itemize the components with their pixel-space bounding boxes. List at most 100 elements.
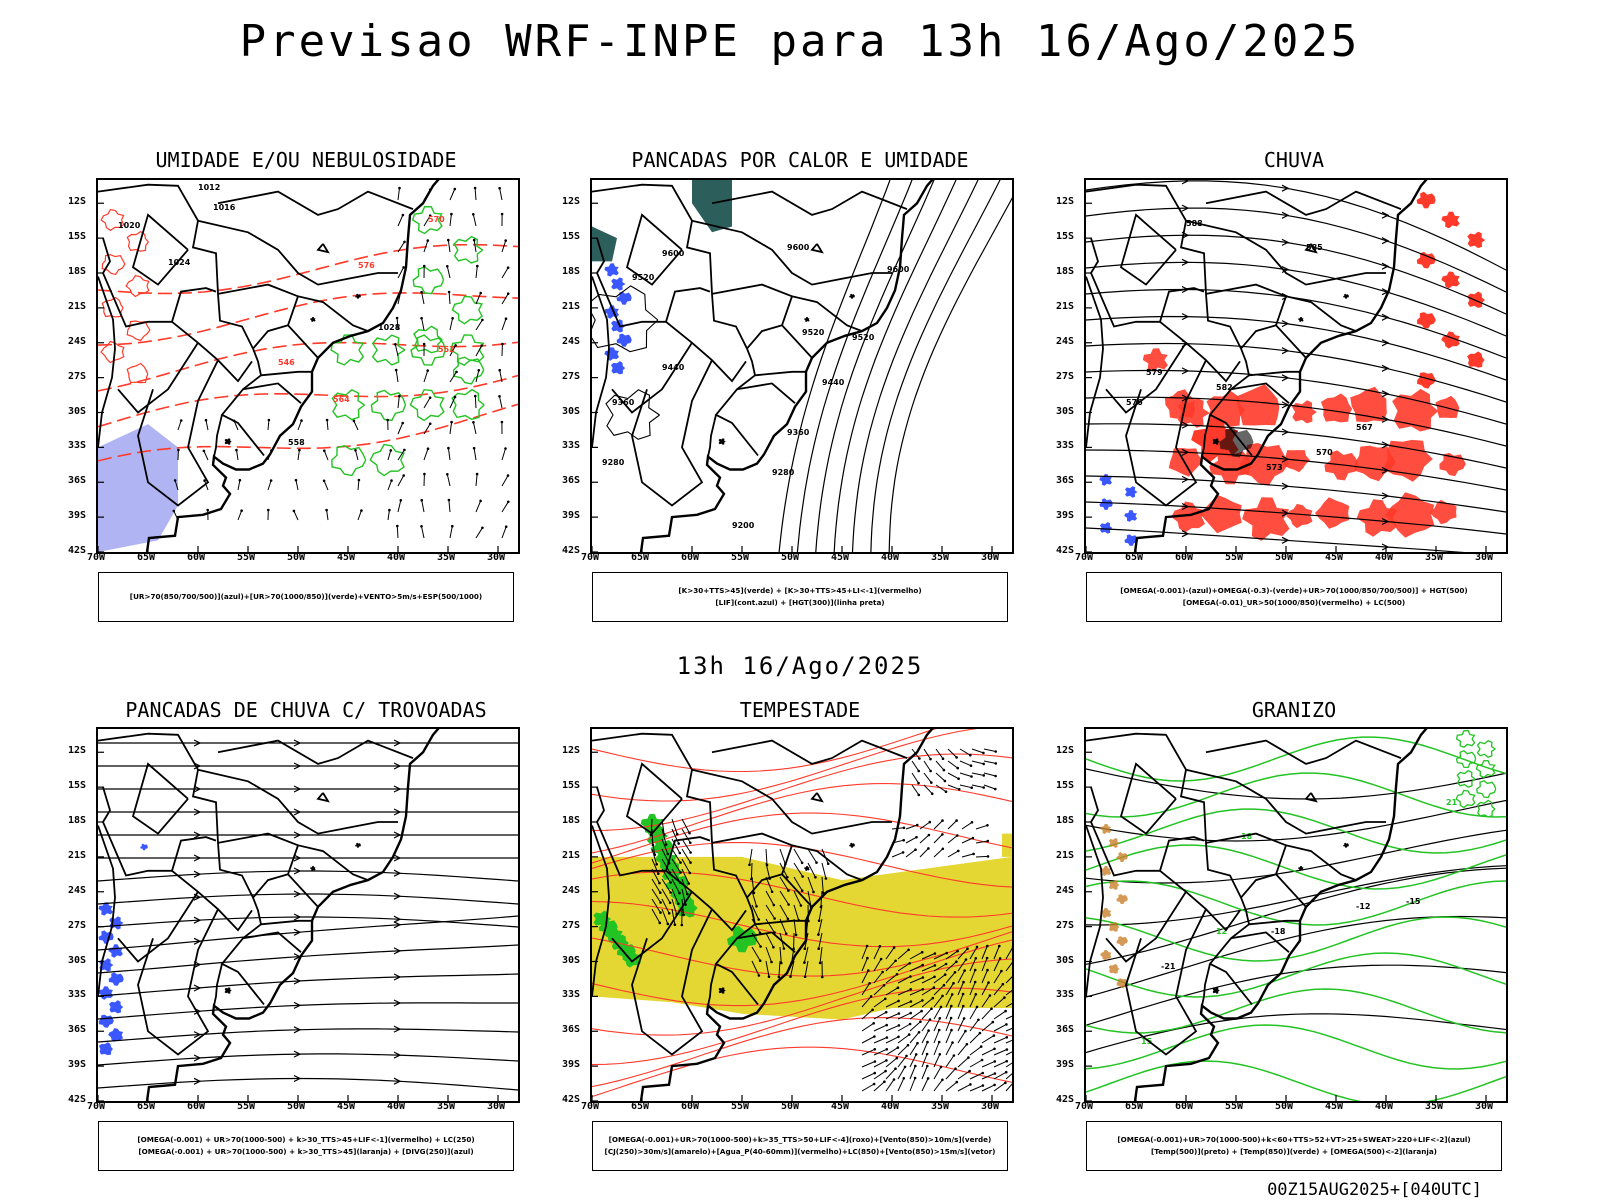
wind-vector-head <box>938 1017 942 1020</box>
wind-vector <box>891 851 904 858</box>
rain-area <box>1417 312 1436 329</box>
latitude-tick-label: 36S <box>1056 1024 1075 1036</box>
wind-vector <box>293 510 299 521</box>
thickness-contour <box>101 296 124 318</box>
forecast-time-subtitle: 13h 16/Ago/2025 <box>676 652 924 680</box>
pressure-label: 552 <box>438 345 455 354</box>
map-panel <box>590 727 1014 1103</box>
wind-vector <box>203 450 209 461</box>
temp-500-contour <box>1086 768 1506 800</box>
humidity-contour <box>451 295 483 325</box>
streamline-arrow <box>1281 238 1290 246</box>
wind-vector <box>933 974 946 984</box>
wind-vector-head <box>498 186 501 190</box>
latitude-tick-label: 27S <box>68 370 87 382</box>
lifted-index-area <box>604 263 619 277</box>
streamline-arrow <box>393 831 402 839</box>
wind-vector-head <box>901 851 905 854</box>
latitude-tick-label: 18S <box>562 266 581 277</box>
wind-vector-head <box>422 342 426 346</box>
wind-vector <box>921 964 936 972</box>
wind-vector <box>474 187 477 201</box>
streamline-850 <box>592 931 1012 977</box>
map-panel: 588 585 582 579 576 573 570 567 <box>1084 178 1508 554</box>
wind-vector-head <box>897 1012 901 1015</box>
latitude-tick-label: 15S <box>68 780 87 792</box>
wind-vector-head <box>394 343 397 346</box>
legend-line: [CJ(250)>30m/s](amarelo)+[Agua_P(40-60mm… <box>604 1147 996 1156</box>
wind-vector-head <box>979 1045 983 1048</box>
wind-vector <box>661 898 670 914</box>
wind-vector-head <box>472 213 475 216</box>
thickness-contour <box>101 254 126 276</box>
wind-vector <box>923 772 932 783</box>
omega-500-area <box>1100 907 1112 919</box>
height-label: 567 <box>1356 423 1373 432</box>
wind-vector <box>959 772 972 777</box>
wind-vector-head <box>786 875 789 879</box>
wind-vector-head <box>955 1080 959 1084</box>
wind-vector-head <box>962 1004 965 1008</box>
wind-vector-head <box>988 994 992 997</box>
wind-vector-head <box>235 448 238 452</box>
country-border <box>611 891 693 963</box>
omega-500-area <box>1108 838 1120 848</box>
wind-vector-head <box>921 976 925 979</box>
latitude-tick-label: 12S <box>68 196 87 208</box>
wind-vector <box>861 1048 876 1056</box>
wind-vector-head <box>453 187 457 191</box>
wind-vector <box>919 821 931 830</box>
wind-vector-head <box>447 290 451 294</box>
streamline-arrow <box>393 762 402 770</box>
wind-vector-head <box>970 821 974 824</box>
wind-vector <box>861 1083 875 1092</box>
wind-vector <box>957 1018 965 1032</box>
wind-vector <box>397 449 405 461</box>
wind-vector-head <box>986 944 989 948</box>
country-border <box>1185 219 1386 286</box>
coastline <box>145 180 440 552</box>
longitude-tick-label: 45W <box>831 1101 850 1112</box>
wind-vector <box>449 422 453 435</box>
wind-vector-head <box>955 756 958 759</box>
wind-vector <box>449 188 456 201</box>
longitude-tick-label: 70W <box>1075 1101 1094 1112</box>
streamline <box>1086 527 1465 552</box>
panel-title: TEMPESTADE <box>739 698 861 722</box>
pressure-label: 1020 <box>118 221 141 230</box>
temp-850-contour <box>1086 844 1506 890</box>
wind-vector-head <box>945 951 948 955</box>
latitude-tick-label: 24S <box>68 884 87 896</box>
wind-vector-head <box>956 766 959 770</box>
wind-vector-head <box>969 764 973 767</box>
wind-vector <box>421 318 425 331</box>
rain-area <box>1392 388 1439 432</box>
wind-vector <box>983 760 996 764</box>
latitude-tick-label: 33S <box>1056 440 1075 452</box>
streamline-arrow <box>1281 536 1290 544</box>
streamline-850 <box>592 1046 1012 1098</box>
height-label: 582 <box>1216 383 1233 392</box>
wind-vector <box>421 526 425 539</box>
wind-vector <box>971 760 984 765</box>
streamline-arrow <box>293 1001 302 1009</box>
legend-line: [OMEGA(-0.001) + UR>70(1000-500) + k>30_… <box>138 1147 474 1156</box>
wind-vector-head <box>1004 1009 1007 1013</box>
latitude-tick-label: 39S <box>68 1059 87 1071</box>
height-label: 9520 <box>802 328 825 337</box>
height-label: 9440 <box>662 363 685 372</box>
longitude-tick-label: 50W <box>287 552 306 563</box>
longitude-tick-label: 30W <box>1475 552 1494 563</box>
wind-vector <box>449 526 453 539</box>
legend-box: [OMEGA(-0.001)+UR>70(1000-500)+k<60+TTS>… <box>1086 1121 1502 1171</box>
wind-vector <box>897 1001 912 1008</box>
temp-850-contour <box>1456 769 1476 788</box>
rain-area <box>1239 442 1289 486</box>
wind-vector-head <box>817 947 820 950</box>
wind-vector-head <box>815 861 818 864</box>
wind-vector-head <box>398 394 401 398</box>
wind-vector <box>981 1035 995 1044</box>
thickness-contour <box>100 209 125 232</box>
wind-vector-head <box>977 1018 980 1022</box>
wind-vector <box>873 984 885 996</box>
